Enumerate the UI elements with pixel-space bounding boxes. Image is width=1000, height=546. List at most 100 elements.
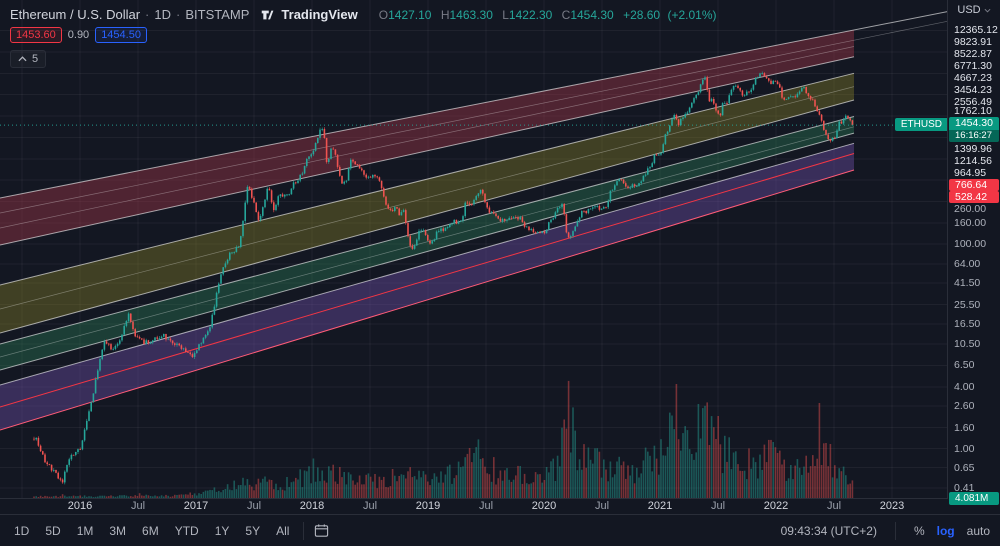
bottom-toolbar: 1D 5D 1M 3M 6M YTD 1Y 5Y All 09:43:34 (UTC+2) % … (0, 514, 1000, 546)
range-button-5d[interactable]: 5D (45, 523, 61, 538)
range-button-5y[interactable]: 5Y (245, 523, 261, 538)
price-axis-label: 0.65 (954, 461, 975, 474)
price-axis[interactable]: USD 1454.30 16:16:27 4.081M 12365.12 9823… (947, 0, 1000, 514)
close-label: C (561, 7, 571, 22)
interval-label[interactable]: 1D (154, 7, 172, 22)
clock-label[interactable]: 09:43:34 (UTC+2) (780, 523, 877, 538)
go-to-date-button[interactable] (310, 520, 332, 542)
low-value: 1422.30 (508, 7, 553, 22)
chart-plot-area[interactable]: ETHUSD Ethereum / U.S. Dollar · 1D · BIT… (0, 0, 948, 498)
auto-scale-toggle[interactable]: auto (966, 523, 990, 538)
spread-value: 0.90 (67, 29, 90, 41)
price-axis-label: 0.41 (954, 482, 975, 495)
range-button-1m[interactable]: 1M (76, 523, 94, 538)
price-axis-label: 6771.30 (954, 60, 992, 72)
open-value: 1427.10 (388, 7, 432, 22)
price-axis-label: 766.64 (949, 179, 999, 191)
change-value: +28.60 (623, 7, 661, 22)
buy-price-badge[interactable]: 1454.50 (95, 27, 147, 43)
separator-dot: · (176, 7, 181, 22)
ohlc-values: O1427.10 H1463.30 L1422.30 C1454.30 +28.… (373, 8, 717, 22)
high-value: 1463.30 (449, 7, 493, 22)
time-axis-label: 2018 (299, 500, 325, 512)
currency-label: USD (957, 4, 981, 16)
price-axis-label: 8522.87 (954, 48, 992, 60)
price-axis-label: 964.95 (954, 167, 987, 179)
tradingview-logo-icon[interactable] (260, 8, 274, 22)
range-button-all[interactable]: All (276, 523, 290, 538)
time-axis-label: 2016 (67, 500, 93, 512)
volume-layer (33, 380, 854, 498)
price-axis-label: 2.60 (954, 400, 975, 413)
currency-dropdown[interactable]: USD (948, 0, 1000, 20)
price-axis-label: 12365.12 (954, 24, 998, 36)
indicator-count: 5 (32, 53, 39, 65)
bar-countdown: 16:16:27 (949, 130, 999, 142)
price-axis-label: 1.00 (954, 442, 975, 455)
last-price-value: 1454.30 (955, 117, 993, 129)
order-badges-row: 1453.60 0.90 1454.50 (10, 27, 716, 43)
range-button-1d[interactable]: 1D (14, 523, 30, 538)
time-axis-label: Jul (362, 500, 378, 512)
range-button-ytd[interactable]: YTD (174, 523, 199, 538)
sell-price-badge[interactable]: 1453.60 (10, 27, 62, 43)
price-axis-label: 25.50 (954, 298, 981, 311)
range-button-6m[interactable]: 6M (142, 523, 159, 538)
time-axis-label: Jul (478, 500, 494, 512)
chart-canvas[interactable] (0, 0, 948, 498)
percent-scale-toggle[interactable]: % (913, 523, 925, 538)
price-axis-label: 1399.96 (954, 143, 992, 155)
time-axis-label: 2023 (879, 500, 905, 512)
price-axis-label: 9823.91 (954, 36, 992, 48)
chart-legend: Ethereum / U.S. Dollar · 1D · BITSTAMP T… (10, 7, 716, 68)
price-axis-label: 260.00 (954, 203, 987, 215)
high-label: H (440, 7, 450, 22)
price-axis-label: 160.00 (954, 217, 987, 230)
price-axis-label: 16.50 (954, 318, 981, 331)
change-percent: (+2.01%) (667, 7, 717, 22)
time-axis-label: Jul (826, 500, 842, 512)
close-value: 1454.30 (570, 7, 614, 22)
toolbar-divider (303, 521, 305, 540)
price-axis-label: 4667.23 (954, 72, 992, 84)
toolbar-divider (894, 521, 896, 540)
range-button-3m[interactable]: 3M (109, 523, 127, 538)
brand-label[interactable]: TradingView (281, 7, 358, 22)
chevron-up-icon (18, 56, 27, 62)
caret-down-icon (984, 8, 991, 13)
range-button-1y[interactable]: 1Y (214, 523, 230, 538)
price-axis-label: 100.00 (954, 238, 987, 250)
price-axis-label: 1762.10 (954, 105, 992, 117)
candlestick-layer (33, 71, 854, 485)
last-price-badge: 1454.30 16:16:27 (949, 117, 999, 142)
low-label: L (502, 7, 509, 22)
time-axis-label: Jul (246, 500, 262, 512)
symbol-title[interactable]: Ethereum / U.S. Dollar (10, 7, 141, 22)
time-axis-label: Jul (594, 500, 610, 512)
time-axis-label: 2022 (763, 500, 789, 512)
time-axis-label: Jul (130, 500, 146, 512)
price-axis-label: 41.50 (954, 277, 981, 290)
calendar-icon (314, 523, 329, 538)
indicator-tree-toggle[interactable]: 5 (10, 50, 47, 68)
price-axis-label: 1214.56 (954, 155, 992, 167)
time-axis[interactable]: 2016 Jul 2017 Jul 2018 Jul 2019 Jul 2020 Jul 2021 J… (0, 498, 948, 515)
price-axis-label: 2556.49 (954, 96, 992, 108)
time-axis-label: 2020 (531, 500, 557, 512)
price-axis-label: 528.42 (949, 191, 999, 203)
separator-dot: · (145, 7, 150, 22)
log-scale-toggle[interactable]: log (936, 523, 955, 538)
time-axis-label: Jul (710, 500, 726, 512)
legend-title-row: Ethereum / U.S. Dollar · 1D · BITSTAMP T… (10, 7, 716, 22)
open-label: O (378, 7, 389, 22)
symbol-price-label: ETHUSD (894, 118, 948, 131)
price-axis-label: 1.60 (954, 421, 975, 434)
time-axis-label: 2019 (415, 500, 441, 512)
time-axis-label: 2017 (183, 500, 209, 512)
price-axis-label: 10.50 (954, 338, 981, 351)
price-axis-label: 64.00 (954, 257, 981, 270)
exchange-label: BITSTAMP (185, 7, 250, 22)
price-axis-label: 3454.23 (954, 84, 992, 96)
price-axis-label: 6.50 (954, 359, 975, 372)
